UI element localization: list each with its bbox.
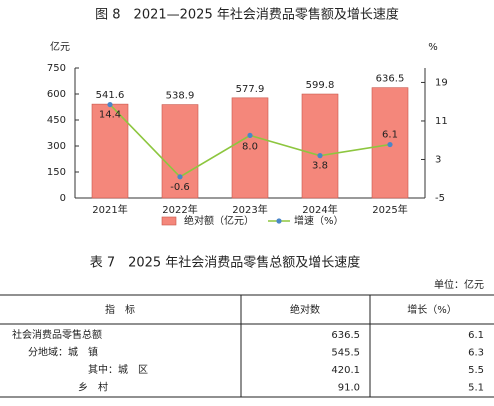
legend-label: 增速（%） <box>294 214 344 227</box>
y-tick-label: 300 <box>47 141 66 152</box>
y-tick-label: 0 <box>60 193 66 204</box>
line-marker <box>247 132 253 139</box>
chart-title: 图 8 2021—2025 年社会消费品零售额及增长速度 <box>95 7 399 23</box>
y-tick-label: 600 <box>47 89 66 100</box>
table-cell: 420.1 <box>331 365 360 376</box>
line-value-label: 8.0 <box>242 141 258 152</box>
y-axis-label: 亿元 <box>50 40 70 53</box>
table-title: 表 7 2025 年社会消费品零售总额及增长速度 <box>90 255 361 271</box>
y-tick-label: 150 <box>47 167 66 178</box>
x-tick-label: 2022年 <box>162 203 197 216</box>
legend-label: 绝对额（亿元） <box>184 214 254 227</box>
bar-value-label: 538.9 <box>166 91 195 102</box>
line-value-label: 14.4 <box>99 110 121 121</box>
x-tick-label: 2025年 <box>372 203 407 216</box>
table-cell: 5.5 <box>468 365 484 376</box>
x-tick-label: 2023年 <box>232 203 267 216</box>
bar-value-label: 599.8 <box>306 80 335 91</box>
legend-swatch <box>161 216 177 226</box>
table-cell: 5.1 <box>468 383 484 394</box>
x-tick-label: 2021年 <box>92 203 127 216</box>
line-marker <box>177 174 183 180</box>
table-cell: 6.3 <box>468 348 484 359</box>
table-cell: 6.1 <box>468 330 484 341</box>
bar <box>231 97 269 199</box>
table-header: 增长（%） <box>407 303 457 316</box>
y2-tick-label: 3 <box>435 154 441 165</box>
legend-marker <box>276 218 282 224</box>
line-value-label: -0.6 <box>170 182 190 193</box>
line-marker <box>317 153 323 159</box>
table-cell: 545.5 <box>331 348 360 359</box>
table-cell: 91.0 <box>338 383 360 394</box>
table-header: 指 标 <box>105 303 135 316</box>
table-unit: 单位：亿元 <box>434 278 484 291</box>
line-marker <box>387 141 393 148</box>
y-tick-label: 750 <box>47 63 66 74</box>
table-header: 绝对数 <box>290 303 320 316</box>
table-cell: 分地域：城 镇 <box>28 346 98 359</box>
bar-value-label: 636.5 <box>376 74 405 85</box>
bar-value-label: 577.9 <box>236 84 265 95</box>
y-tick-label: 450 <box>47 115 66 126</box>
table-cell: 社会消费品零售总额 <box>12 328 102 341</box>
y2-axis-label: % <box>428 42 438 53</box>
y2-tick-label: 11 <box>435 116 448 127</box>
bar <box>161 104 199 199</box>
line-marker <box>107 101 113 108</box>
table-cell: 636.5 <box>331 330 360 341</box>
bar-value-label: 541.6 <box>96 90 125 101</box>
bar <box>301 93 339 199</box>
line-value-label: 6.1 <box>382 130 398 141</box>
line-value-label: 3.8 <box>312 161 328 172</box>
table-cell: 乡 村 <box>78 381 108 394</box>
y2-tick-label: -5 <box>435 193 445 204</box>
y2-tick-label: 19 <box>435 77 448 88</box>
table-cell: 其中：城 区 <box>88 363 148 376</box>
x-tick-label: 2024年 <box>302 203 337 216</box>
